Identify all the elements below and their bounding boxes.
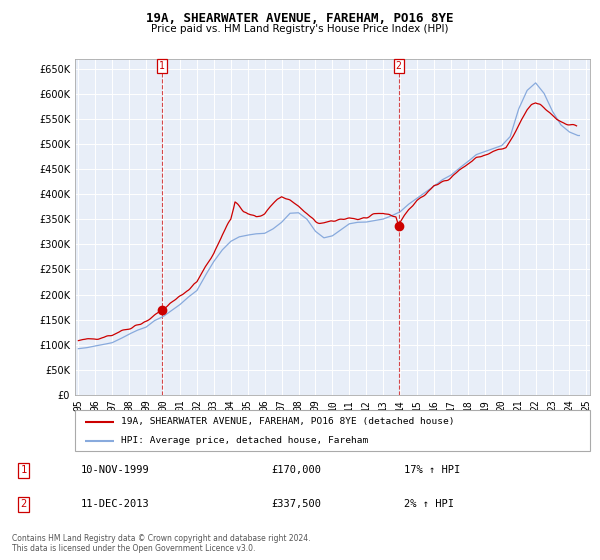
Text: £170,000: £170,000: [271, 465, 321, 475]
Text: 19A, SHEARWATER AVENUE, FAREHAM, PO16 8YE (detached house): 19A, SHEARWATER AVENUE, FAREHAM, PO16 8Y…: [121, 417, 455, 426]
Text: 19A, SHEARWATER AVENUE, FAREHAM, PO16 8YE: 19A, SHEARWATER AVENUE, FAREHAM, PO16 8Y…: [146, 12, 454, 25]
Text: 1: 1: [20, 465, 26, 475]
Text: 2% ↑ HPI: 2% ↑ HPI: [404, 500, 454, 509]
Text: 2: 2: [20, 500, 26, 509]
Text: 2: 2: [396, 62, 401, 71]
Text: 1: 1: [159, 62, 164, 71]
Text: HPI: Average price, detached house, Fareham: HPI: Average price, detached house, Fare…: [121, 436, 368, 445]
Text: 11-DEC-2013: 11-DEC-2013: [81, 500, 150, 509]
Text: £337,500: £337,500: [271, 500, 321, 509]
Text: Contains HM Land Registry data © Crown copyright and database right 2024.
This d: Contains HM Land Registry data © Crown c…: [12, 534, 311, 553]
Text: 17% ↑ HPI: 17% ↑ HPI: [404, 465, 460, 475]
Text: 10-NOV-1999: 10-NOV-1999: [81, 465, 150, 475]
FancyBboxPatch shape: [75, 410, 590, 451]
Text: Price paid vs. HM Land Registry's House Price Index (HPI): Price paid vs. HM Land Registry's House …: [151, 24, 449, 34]
